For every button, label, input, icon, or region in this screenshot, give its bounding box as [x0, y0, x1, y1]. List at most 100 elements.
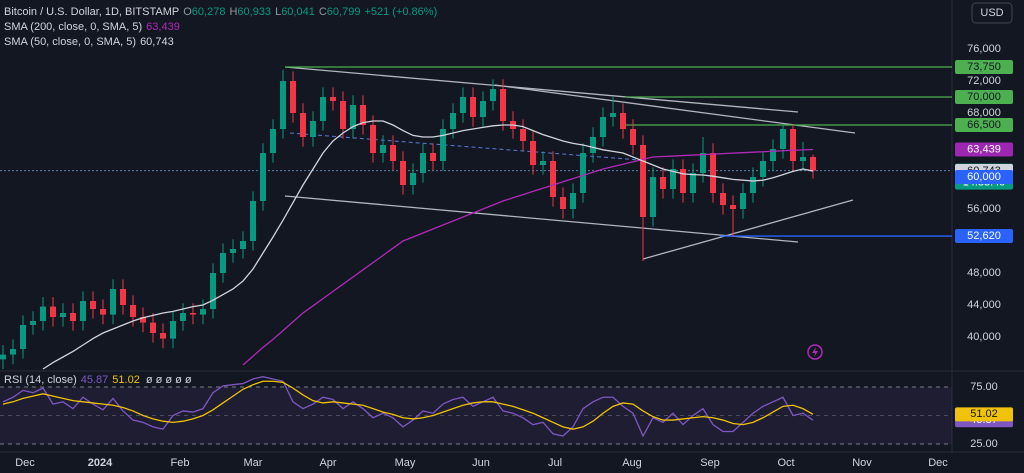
- candle-body: [800, 157, 806, 161]
- y-tick-label: 48,000: [967, 267, 1001, 279]
- x-tick-label: Mar: [244, 457, 263, 469]
- ohlc-label: H: [229, 6, 237, 18]
- candle-body: [360, 105, 366, 125]
- candle-body: [390, 145, 396, 161]
- candle-body: [460, 97, 466, 113]
- legend-name: SMA (200, close, 0, SMA, 5): [4, 21, 142, 33]
- series-line: [242, 148, 814, 366]
- ohlc-value: 60,278: [192, 6, 226, 18]
- candle-body: [540, 161, 546, 165]
- candle-body: [500, 89, 506, 121]
- price-label-box: [955, 229, 1013, 244]
- candle-body: [750, 177, 756, 193]
- candle-body: [200, 309, 206, 315]
- price-label-box: [955, 90, 1013, 104]
- y-tick-label: 44,000: [967, 299, 1001, 311]
- candle-body: [440, 129, 446, 161]
- candle-body: [280, 81, 286, 129]
- candle-body: [10, 349, 16, 355]
- candle-body: [100, 309, 106, 315]
- ohlc-value: 60,933: [237, 6, 271, 18]
- candle-body: [130, 305, 136, 317]
- price-label-box: [955, 118, 1013, 132]
- candle-body: [210, 273, 216, 309]
- candle-body: [150, 322, 156, 333]
- candle-body: [80, 301, 86, 321]
- candle-body: [450, 113, 456, 129]
- candle-body: [180, 313, 186, 321]
- candle-body: [170, 321, 176, 339]
- candle-body: [410, 173, 416, 185]
- candle-body: [680, 169, 686, 193]
- alert-bolt[interactable]: [812, 347, 818, 357]
- legend-value: 45.87: [81, 374, 109, 386]
- alert-icon[interactable]: [807, 344, 823, 360]
- candle-body: [770, 149, 776, 161]
- legend-value: 51.02: [112, 374, 140, 386]
- candle-body: [570, 193, 576, 209]
- candle-body: [30, 321, 36, 325]
- x-tick-label: Sep: [700, 457, 720, 469]
- legend-name: SMA (50, close, 0, SMA, 5): [4, 36, 136, 48]
- legend-extras: ø ø ø ø ø: [146, 374, 192, 386]
- candle-body: [530, 141, 536, 165]
- x-tick-label: Apr: [319, 457, 336, 469]
- candle-body: [140, 317, 146, 323]
- y-tick-label: 56,000: [967, 203, 1001, 215]
- ohlc-label: O: [183, 6, 192, 18]
- x-tick-label: 2024: [88, 457, 113, 469]
- currency-button[interactable]: [971, 2, 1013, 24]
- candle-body: [70, 313, 76, 321]
- candle-body: [50, 306, 56, 317]
- alert-circle[interactable]: [807, 344, 823, 360]
- candle-body: [270, 129, 276, 153]
- x-tick-label: Dec: [928, 457, 948, 469]
- candle-body: [420, 153, 426, 173]
- candle-body: [610, 113, 616, 117]
- candle-body: [480, 101, 486, 117]
- candle-body: [300, 113, 306, 137]
- candle-body: [790, 129, 796, 161]
- y-tick-label: 75.00: [970, 381, 998, 393]
- y-tick-label: 72,000: [967, 75, 1001, 87]
- candle-body: [400, 161, 406, 185]
- x-tick-label: Dec: [15, 457, 35, 469]
- candle-body: [710, 153, 716, 193]
- x-tick-label: Feb: [171, 457, 190, 469]
- currency[interactable]: USD: [980, 7, 1003, 19]
- candle-body: [240, 241, 246, 249]
- series-line: [2, 380, 814, 430]
- x-tick-label: Aug: [622, 457, 642, 469]
- ohlc-value: 60,041: [281, 6, 315, 18]
- y-tick-label: 68,000: [967, 107, 1001, 119]
- candle-body: [490, 89, 496, 101]
- candle-body: [470, 97, 476, 117]
- candle-body: [780, 129, 786, 149]
- trend-line: [284, 195, 799, 243]
- x-tick-label: Jul: [548, 457, 562, 469]
- candle-body: [620, 113, 626, 129]
- candle-body: [40, 306, 46, 321]
- candle-body: [110, 289, 116, 315]
- change: +521 (+0.86%): [364, 6, 437, 18]
- legend-name: RSI (14, close): [4, 374, 77, 386]
- candle-body: [350, 105, 356, 129]
- candle-body: [290, 81, 296, 113]
- value-label-box: [955, 407, 1013, 422]
- candle-body: [520, 129, 526, 141]
- trend-line: [284, 66, 799, 113]
- candle-body: [590, 137, 596, 153]
- y-tick-label: 25.00: [970, 438, 998, 450]
- candle-body: [550, 161, 556, 197]
- ohlc-label: L: [275, 6, 281, 18]
- price-label: 73,750: [967, 61, 1001, 73]
- candle-body: [340, 101, 346, 129]
- legend-value: 60,743: [140, 36, 174, 48]
- x-tick-label: Oct: [777, 457, 794, 469]
- header-line: Bitcoin / U.S. Dollar, 1D, BITSTAMP O60,2…: [4, 6, 437, 18]
- x-tick-label: Nov: [852, 457, 872, 469]
- candle-body: [120, 289, 126, 305]
- candle-body: [630, 129, 636, 145]
- candle-body: [640, 145, 646, 217]
- price-label-box: [955, 60, 1013, 74]
